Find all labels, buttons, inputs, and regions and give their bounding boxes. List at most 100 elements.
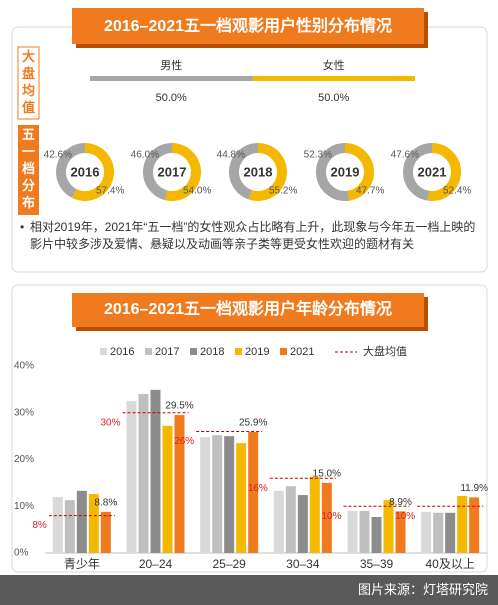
donut-female (164, 143, 201, 201)
legend-swatch (235, 348, 242, 355)
donut-male (56, 143, 86, 198)
legend-swatch (100, 348, 107, 355)
legend-label: 2018 (200, 346, 224, 358)
bar (224, 436, 235, 553)
donut-female (344, 143, 374, 201)
benchmark-bar (90, 76, 253, 81)
female-label: 54.0% (183, 186, 211, 197)
donut-male (143, 143, 173, 201)
bar (162, 425, 173, 553)
donut-year: 2016 (71, 164, 100, 179)
note: • 相对2019年，2021年“五一档”的女性观众占比略有上升，此现象与今年五一档… (20, 219, 482, 253)
male-label: 42.6% (44, 150, 72, 161)
donut-year: 2021 (418, 164, 447, 179)
bar (359, 510, 370, 553)
chart-title: 2016–2021五一档观影用户性别分布情况 (104, 16, 392, 35)
y-tick-label: 20% (14, 454, 34, 465)
title-banner (72, 293, 424, 327)
donut-male (316, 143, 350, 201)
male-label: 46.0% (131, 150, 159, 161)
bar (138, 394, 149, 553)
bar (100, 511, 111, 553)
chart-title: 2016–2021五一档观影用户年龄分布情况 (104, 299, 392, 318)
note-text: 相对2019年，2021年“五一档”的女性观众占比略有上升，此现象与今年五一档上… (30, 220, 476, 251)
title-banner (72, 8, 424, 44)
legend-swatch (190, 348, 197, 355)
benchmark-label: 8% (32, 520, 47, 531)
bar (321, 482, 332, 553)
benchmark-label: 10% (395, 511, 415, 522)
value-label: 8.9% (389, 497, 412, 508)
value-label: 15.0% (313, 469, 341, 480)
donut-female (427, 143, 461, 201)
legend-label: 2016 (110, 346, 134, 358)
bar (200, 437, 211, 553)
benchmark-label: 男性 (160, 58, 182, 72)
bar (371, 517, 382, 553)
legend-label: 2019 (245, 346, 269, 358)
row-label: 大盘均值 (22, 49, 35, 115)
benchmark-bar (252, 76, 415, 81)
bar (88, 494, 99, 553)
value-label: 25.9% (239, 418, 267, 429)
male-label: 52.3% (304, 150, 332, 161)
x-tick-label: 35–39 (360, 557, 394, 571)
bar (236, 443, 247, 553)
row-label: 五一档分布 (22, 127, 35, 210)
male-label: 44.8% (217, 150, 245, 161)
donut-female (248, 143, 287, 201)
donut-year: 2018 (244, 164, 273, 179)
source: 图片来源：灯塔研究院 (0, 575, 498, 605)
x-tick-label: 30–34 (286, 557, 320, 571)
female-label: 55.2% (269, 186, 297, 197)
legend-swatch (280, 348, 287, 355)
x-tick-label: 青少年 (64, 557, 100, 571)
value-label: 11.9% (460, 483, 488, 494)
donut-female (72, 143, 114, 201)
value-label: 29.5% (165, 401, 193, 412)
benchmark-label: 女性 (323, 58, 345, 72)
donut-year: 2019 (331, 164, 360, 179)
bar (297, 495, 308, 553)
row-label-box (17, 46, 40, 120)
male-label: 47.6% (391, 150, 419, 161)
female-label: 47.7% (356, 186, 384, 197)
y-tick-label: 30% (14, 407, 34, 418)
bar (52, 496, 63, 553)
x-tick-label: 25–29 (212, 557, 246, 571)
female-label: 57.4% (96, 186, 124, 197)
bar (421, 511, 432, 553)
bar (309, 476, 320, 553)
benchmark-label: 16% (248, 483, 268, 494)
bar (273, 490, 284, 553)
x-tick-label: 40及以上 (425, 557, 474, 571)
row-label-box (18, 125, 39, 215)
bar (126, 401, 137, 553)
x-tick-label: 20–24 (139, 557, 173, 571)
bar (150, 389, 161, 553)
female-label: 52.4% (443, 186, 471, 197)
value-label: 8.8% (94, 498, 117, 509)
donut-male (229, 143, 259, 200)
bar (212, 435, 223, 553)
bar (248, 431, 259, 553)
y-tick-label: 10% (14, 501, 34, 512)
bar (64, 500, 75, 553)
legend-swatch (145, 348, 152, 355)
bar (383, 500, 394, 553)
benchmark-value: 50.0% (156, 92, 187, 104)
donut-year: 2017 (158, 164, 187, 179)
bar (469, 497, 480, 553)
legend-label: 2017 (155, 346, 179, 358)
bar (433, 512, 444, 553)
bar (76, 490, 87, 553)
bar (174, 415, 185, 553)
legend-label: 2021 (290, 346, 314, 358)
bar (445, 512, 456, 553)
bar (347, 510, 358, 553)
legend-label: 大盘均值 (363, 344, 407, 358)
donut-male (403, 143, 433, 201)
bar (285, 486, 296, 553)
